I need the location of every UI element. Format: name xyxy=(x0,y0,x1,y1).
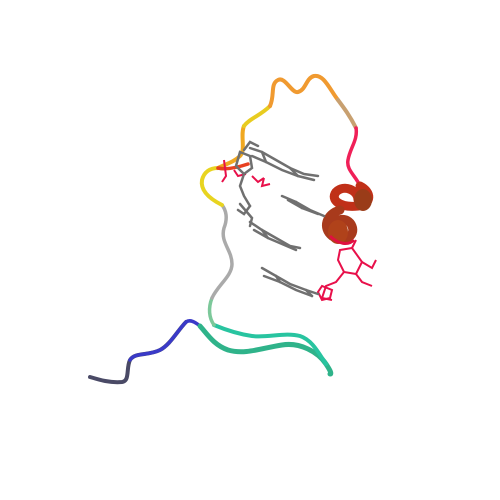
backbone-blue-segment xyxy=(128,319,202,362)
backbone-red-segment xyxy=(346,126,362,188)
backbone-yellow-upper xyxy=(242,104,272,128)
backbone-gray-coil xyxy=(210,203,234,300)
alpha-helix xyxy=(321,181,374,245)
backbone-orange-segment xyxy=(216,124,246,170)
backbone-n-terminus xyxy=(88,320,188,385)
backbone-green-strand xyxy=(207,296,216,327)
backbone-teal-return xyxy=(212,323,328,366)
ligand-base-stack xyxy=(234,140,326,298)
backbone-yellow-segment xyxy=(199,166,224,207)
backbone-top-loop xyxy=(268,73,340,108)
backbone-red-orange xyxy=(216,162,250,171)
backbone-teal-sheet xyxy=(197,323,334,377)
backbone-tan-segment xyxy=(336,98,358,130)
ligand-ribose-phosphate xyxy=(316,239,377,302)
